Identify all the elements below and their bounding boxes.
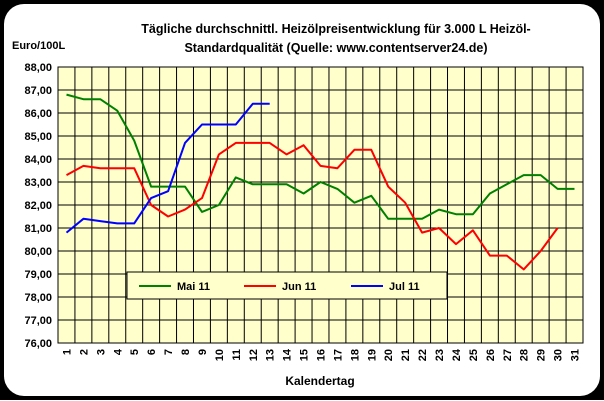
x-tick-label: 31 xyxy=(570,349,582,361)
x-tick-label: 12 xyxy=(248,349,260,361)
x-tick-label: 24 xyxy=(451,348,463,361)
grid-lines xyxy=(58,66,583,344)
legend-label: Jun 11 xyxy=(282,281,316,293)
x-tick-label: 19 xyxy=(366,349,378,361)
line-chart: Tägliche durchschnittl. Heizölpreisentwi… xyxy=(12,22,584,388)
legend: Mai 11 Jun 11 Jul 11 xyxy=(126,271,448,300)
y-tick-label: 86,00 xyxy=(24,108,52,120)
series-lines xyxy=(65,93,575,271)
y-tick-label: 77,00 xyxy=(24,315,52,327)
legend-label: Mai 11 xyxy=(177,281,210,293)
x-tick-label: 20 xyxy=(383,349,395,361)
x-tick-label: 17 xyxy=(332,349,344,361)
x-tick-label: 14 xyxy=(282,348,294,361)
chart-panel: Tägliche durchschnittl. Heizölpreisentwi… xyxy=(4,4,600,396)
legend-label: Jul 11 xyxy=(389,281,420,293)
x-tick-label: 29 xyxy=(536,349,548,361)
series-line xyxy=(66,141,559,271)
y-tick-label: 88,00 xyxy=(24,62,52,74)
x-tick-label: 7 xyxy=(163,349,175,355)
x-tick-label: 23 xyxy=(434,349,446,361)
x-tick-label: 30 xyxy=(553,349,565,361)
y-tick-label: 85,00 xyxy=(24,131,52,143)
x-tick-label: 18 xyxy=(349,349,361,361)
x-axis-label: Kalendertag xyxy=(285,374,354,388)
y-tick-label: 76,00 xyxy=(24,338,52,350)
x-tick-label: 27 xyxy=(502,349,514,361)
y-tick-labels: 76,00 77,00 78,00 79,00 80,00 81,00 82,00 83,00… xyxy=(24,62,52,350)
y-tick-label: 83,00 xyxy=(24,177,52,189)
chart-title-line-2: Standardqualität (Quelle: www.contentser… xyxy=(184,41,487,55)
x-tick-label: 6 xyxy=(146,349,158,355)
x-tick-label: 2 xyxy=(78,349,90,355)
y-tick-label: 81,00 xyxy=(24,223,52,235)
x-tick-label: 15 xyxy=(299,349,311,361)
x-tick-labels: 1 2 3 4 5 6 7 8 9 10 11 12 13 14 15 16 17 18 19 20 21 22 23 24 2… xyxy=(61,348,581,361)
x-tick-label: 16 xyxy=(316,349,328,361)
series-line xyxy=(66,93,575,220)
y-tick-label: 78,00 xyxy=(24,292,52,304)
x-tick-label: 21 xyxy=(400,349,412,361)
series-line xyxy=(65,102,270,234)
x-tick-label: 25 xyxy=(468,349,480,361)
chart-title-line-1: Tägliche durchschnittl. Heizölpreisentwi… xyxy=(141,22,530,36)
x-tick-label: 5 xyxy=(129,349,141,355)
x-tick-label: 1 xyxy=(61,349,73,355)
y-axis-label: Euro/100L xyxy=(12,40,65,52)
x-tick-label: 13 xyxy=(265,349,277,361)
x-tick-label: 3 xyxy=(95,349,107,355)
x-tick-label: 9 xyxy=(197,349,209,355)
x-tick-label: 28 xyxy=(519,349,531,361)
x-tick-label: 10 xyxy=(214,349,226,361)
y-tick-label: 79,00 xyxy=(24,269,52,281)
y-tick-label: 87,00 xyxy=(24,85,52,97)
y-tick-label: 84,00 xyxy=(24,154,52,166)
x-tick-label: 22 xyxy=(417,349,429,361)
x-tick-label: 26 xyxy=(485,349,497,361)
y-tick-label: 80,00 xyxy=(24,246,52,258)
x-tick-label: 8 xyxy=(180,349,192,355)
x-tick-label: 4 xyxy=(112,348,124,355)
x-tick-label: 11 xyxy=(231,349,243,361)
legend-box xyxy=(126,271,448,300)
y-tick-label: 82,00 xyxy=(24,200,52,212)
